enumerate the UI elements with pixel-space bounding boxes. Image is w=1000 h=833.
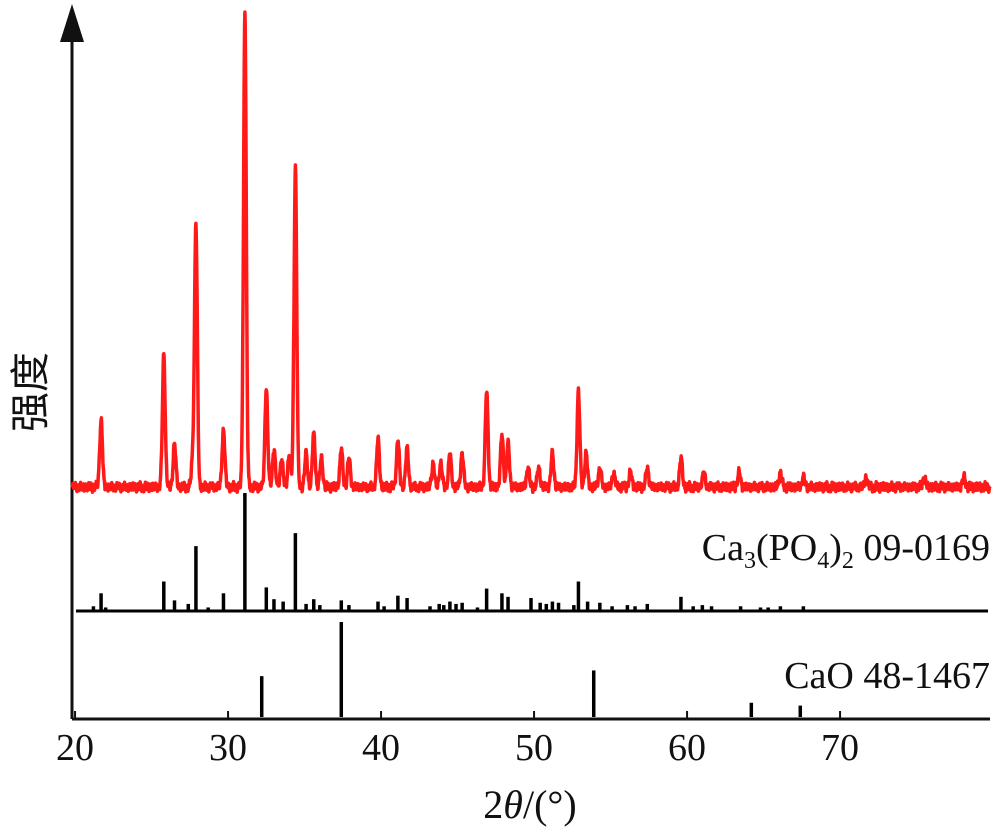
ref-cao-label: CaO 48-1467 xyxy=(784,655,990,697)
x-tick-label-60: 60 xyxy=(668,727,706,769)
x-tick-label-20: 20 xyxy=(56,727,94,769)
reference-ca3po42: Ca3(PO4)2 09-0169 xyxy=(76,493,990,613)
x-tick-labels: 20 30 40 50 60 70 xyxy=(56,727,859,769)
y-axis-title: 强度 xyxy=(8,352,53,432)
x-tick-label-40: 40 xyxy=(362,727,400,769)
ref-ca3po42-label: Ca3(PO4)2 09-0169 xyxy=(702,527,990,574)
x-axis-title: 2θ/(°) xyxy=(483,782,576,827)
x-tick-label-30: 30 xyxy=(209,727,247,769)
axes xyxy=(60,4,990,721)
ref-cao-sticks xyxy=(259,622,803,717)
ref-ca3po42-sticks xyxy=(91,493,806,611)
measured-pattern-line xyxy=(70,10,992,495)
x-ticks xyxy=(74,711,842,719)
reference-cao: CaO 48-1467 xyxy=(259,622,990,717)
y-axis-arrow-icon xyxy=(60,4,84,42)
x-tick-label-70: 70 xyxy=(821,727,859,769)
x-tick-label-50: 50 xyxy=(515,727,553,769)
